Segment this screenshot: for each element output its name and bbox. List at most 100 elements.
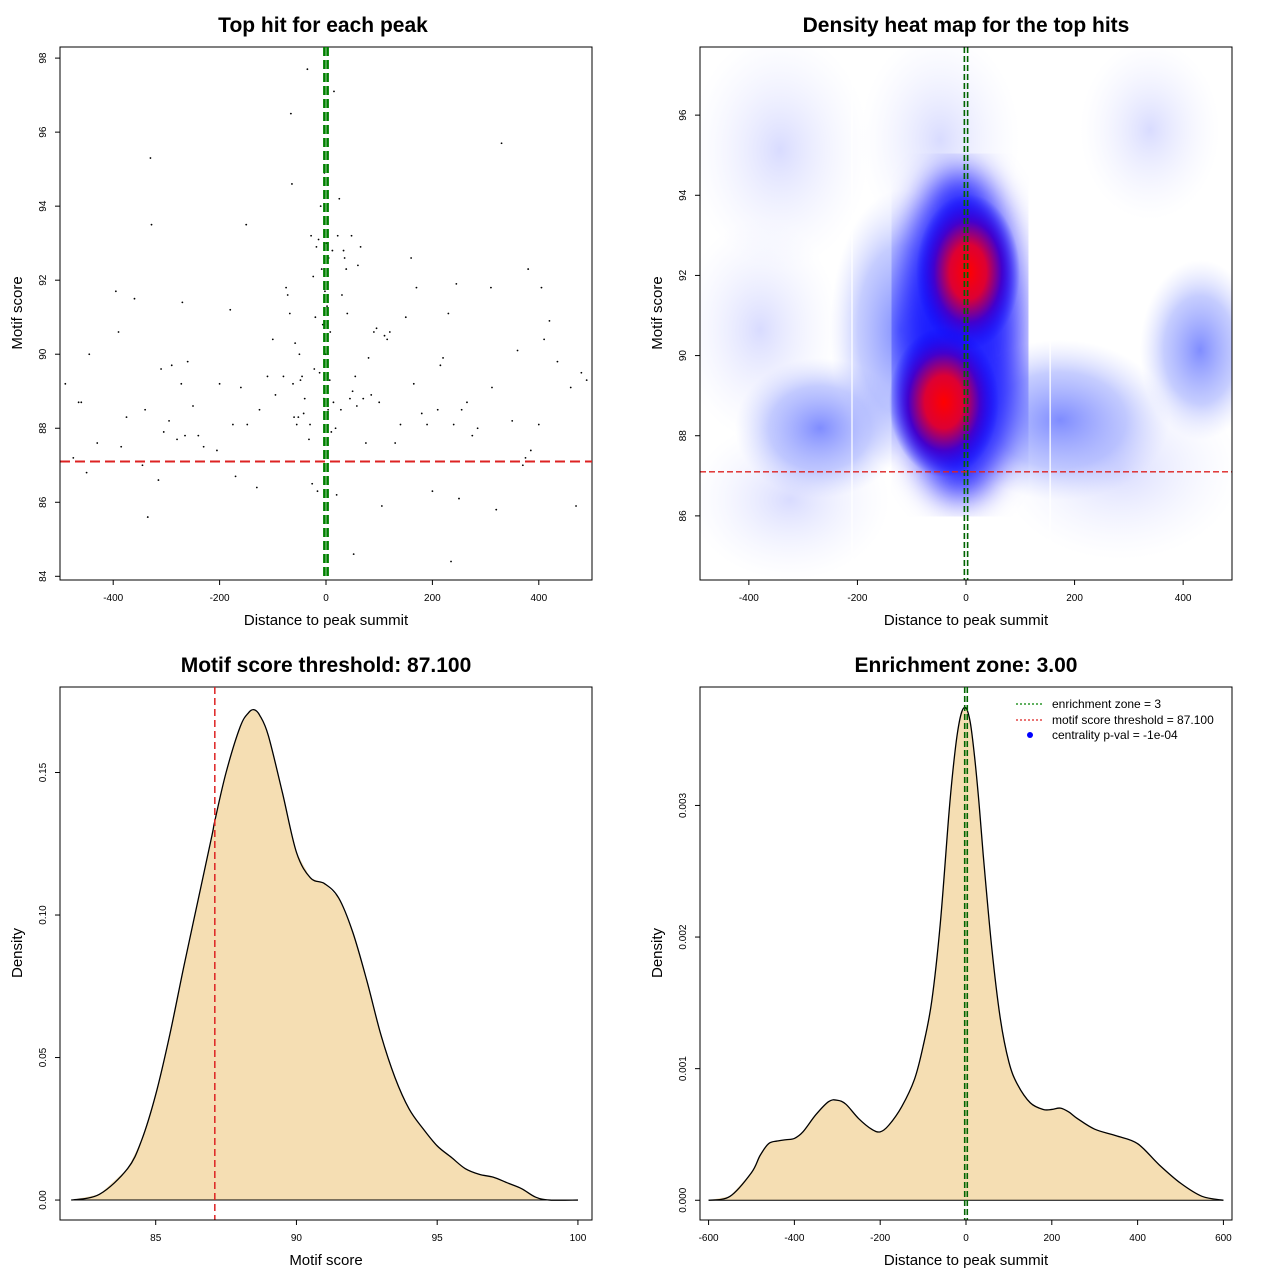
scatter-point (293, 416, 295, 419)
scatter-point (365, 442, 367, 444)
scatter-x-tick-label: -400 (103, 593, 123, 604)
scatter-point (452, 423, 455, 426)
scatter-point (491, 386, 493, 389)
scatter-x-tick-label: 200 (424, 593, 441, 604)
scatter-point (585, 379, 588, 382)
scatter-point (311, 482, 314, 485)
scatter-point (232, 423, 234, 426)
heatmap-y-tick-label: 88 (678, 430, 689, 442)
scatter-point (96, 442, 99, 444)
scatter-point (125, 416, 128, 419)
scatter-point (378, 401, 381, 404)
scatter-point (343, 257, 346, 259)
distance-density-x-tick-label: 600 (1215, 1233, 1232, 1244)
heatmap-x-axis: -400 -200 0 200 400 (739, 579, 1192, 604)
scatter-point (355, 405, 358, 407)
scatter-point (527, 268, 530, 270)
scatter-point (229, 308, 232, 311)
scatter-point (370, 394, 373, 396)
heatmap-panel: Density heat map for the top hits (649, 14, 1233, 629)
scatter-point (303, 397, 306, 400)
scatter-point (329, 331, 332, 333)
scatter-point (312, 275, 315, 278)
distance-density-panel: Enrichment zone: 3.00 -600 -400 -200 0 200 40… (649, 654, 1233, 1269)
legend: enrichment zone = 3 motif score threshol… (1016, 697, 1214, 742)
distance-density-x-tick-label: -600 (699, 1233, 719, 1244)
scatter-y-tick-label: 86 (38, 496, 49, 508)
score-density-y-tick-label: 0.00 (38, 1190, 49, 1210)
scatter-point (274, 394, 277, 396)
scatter-point (146, 516, 149, 518)
scatter-y-axis: 84 86 88 90 92 94 96 98 (38, 52, 61, 582)
scatter-point (394, 442, 397, 444)
heatmap-y-tick-label: 94 (678, 189, 689, 201)
scatter-point (556, 360, 559, 363)
score-density-x-tick-label: 85 (150, 1233, 162, 1244)
scatter-point (282, 375, 285, 378)
distance-density-y-tick-label: 0.001 (678, 1056, 689, 1081)
scatter-y-tick-label: 92 (38, 274, 49, 286)
scatter-point (575, 505, 577, 507)
scatter-point (157, 479, 160, 481)
scatter-point (162, 431, 165, 433)
scatter-point (439, 364, 442, 367)
scatter-point (295, 423, 298, 426)
legend-pval-dot (1027, 732, 1033, 738)
density-hotspot-lower (889, 327, 999, 477)
scatter-point (144, 408, 147, 411)
scatter-point (460, 408, 463, 411)
score-density-y-label: Density (9, 927, 26, 978)
scatter-point (150, 223, 153, 226)
legend-threshold-label: motif score threshold = 87.100 (1052, 713, 1214, 727)
scatter-point (141, 464, 144, 467)
scatter-point (202, 445, 205, 448)
scatter-y-tick-label: 88 (38, 422, 49, 434)
scatter-point (292, 382, 294, 385)
scatter-point (372, 331, 375, 333)
scatter-point (455, 282, 458, 285)
scatter-point (342, 249, 345, 252)
distance-density-x-tick-label: 0 (963, 1233, 969, 1244)
scatter-point (180, 382, 183, 385)
scatter-point (404, 316, 407, 319)
scatter-point (537, 423, 540, 426)
scatter-point (333, 90, 335, 93)
scatter-point (471, 434, 474, 437)
heatmap-y-tick-label: 90 (678, 350, 689, 362)
heatmap-x-tick-label: 400 (1175, 593, 1192, 604)
heatmap-x-label: Distance to peak summit (884, 612, 1049, 629)
scatter-y-tick-label: 84 (38, 570, 49, 582)
distance-density-title: Enrichment zone: 3.00 (855, 654, 1078, 677)
scatter-point (490, 286, 492, 289)
scatter-point (388, 331, 391, 333)
scatter-point (160, 368, 162, 370)
scatter-point (354, 375, 357, 378)
scatter-point (316, 490, 319, 493)
scatter-point (511, 419, 514, 422)
scatter-point (543, 338, 546, 341)
scatter-point (197, 434, 200, 437)
distance-density-x-axis: -600 -400 -200 0 200 400 600 (699, 1219, 1232, 1244)
scatter-point (291, 183, 293, 185)
scatter-frame (59, 46, 593, 581)
heatmap-y-tick-label: 96 (678, 109, 689, 121)
heatmap-y-tick-label: 92 (678, 269, 689, 281)
scatter-point (350, 234, 353, 237)
score-density-x-tick-label: 90 (291, 1233, 303, 1244)
scatter-point (349, 397, 351, 400)
scatter-point (495, 508, 498, 511)
scatter-point (412, 382, 415, 385)
distance-density-y-axis: 0.000 0.001 0.002 0.003 (678, 792, 701, 1213)
scatter-point (319, 205, 322, 208)
scatter-point (415, 286, 418, 289)
scatter-point (410, 257, 413, 259)
distance-density-x-tick-label: 400 (1129, 1233, 1146, 1244)
scatter-point (352, 553, 355, 555)
scatter-point (569, 386, 572, 389)
scatter-point (548, 320, 551, 322)
scatter-point (466, 401, 468, 404)
scatter-point (216, 449, 218, 452)
distance-density-y-label: Density (649, 927, 666, 978)
heatmap-y-label: Motif score (649, 276, 666, 349)
score-density-y-tick-label: 0.05 (38, 1047, 49, 1067)
